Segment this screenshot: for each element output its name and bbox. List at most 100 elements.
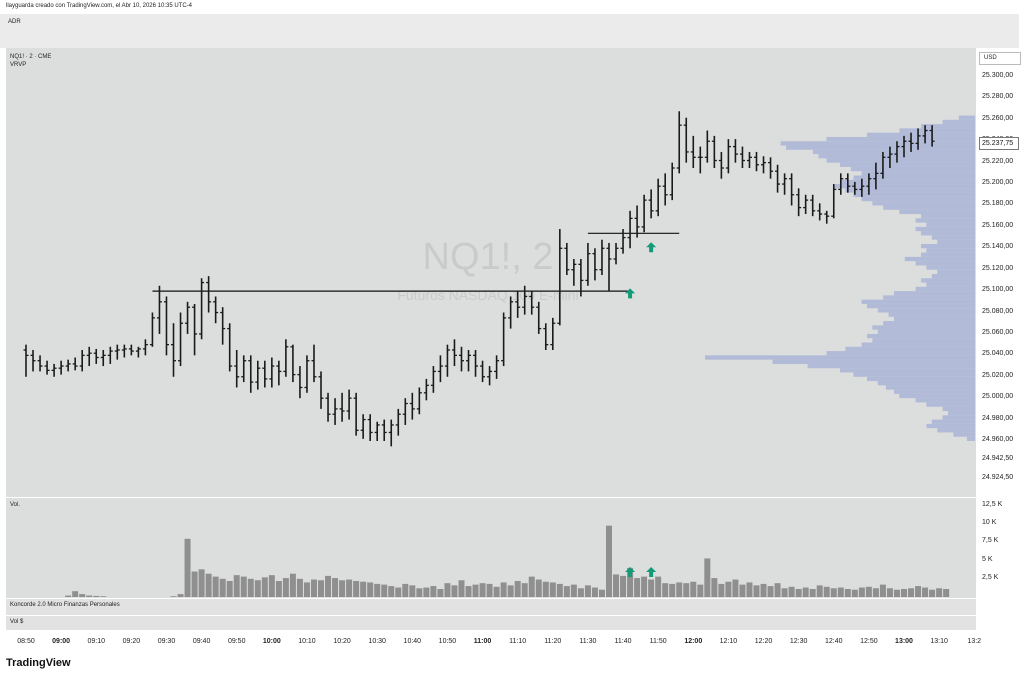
adr-pane: ADR <box>0 14 1019 48</box>
volume-bar <box>310 579 317 597</box>
volume-bar <box>486 583 493 597</box>
volume-bar <box>542 581 549 597</box>
volume-signal-arrow <box>625 567 636 577</box>
profile-bar <box>853 175 975 180</box>
profile-bar <box>845 188 975 193</box>
symbol-label[interactable]: NQ1! · 2 · CME <box>10 54 52 60</box>
volume-tick-label: 2,5 K <box>982 573 999 581</box>
profile-bar <box>942 119 975 125</box>
volume-bar <box>598 589 605 597</box>
time-axis[interactable] <box>0 630 1019 650</box>
watermark-symbol: NQ1!, 2 <box>422 236 554 278</box>
volume-bar <box>655 576 662 597</box>
price-tick-label: 25.140,00 <box>982 243 1014 251</box>
volume-bar <box>177 594 184 597</box>
vol-dollar-label[interactable]: Vol $ <box>10 619 24 625</box>
profile-bar <box>840 368 975 373</box>
profile-bar <box>915 286 975 292</box>
profile-bar <box>853 192 975 197</box>
volume-bar <box>641 576 648 597</box>
volume-bar <box>318 580 325 597</box>
volume-pane[interactable] <box>6 498 976 598</box>
volume-bar <box>381 584 388 597</box>
volume-bar <box>697 584 704 597</box>
volume-bar <box>929 589 936 597</box>
volume-bar <box>374 583 381 597</box>
time-tick-label: 11:00 <box>473 638 492 645</box>
profile-bar <box>845 346 975 352</box>
price-tick-label: 25.120,00 <box>982 264 1014 272</box>
time-tick-label: 09:30 <box>157 638 176 645</box>
profile-bar <box>915 261 975 266</box>
volume-bar <box>212 576 219 597</box>
profile-bar <box>813 149 975 155</box>
profile-bar <box>931 273 975 279</box>
vol-dollar-pane[interactable] <box>6 616 976 630</box>
time-tick-label: 12:10 <box>719 638 738 645</box>
volume-bar <box>893 589 900 597</box>
price-tick-label: 24.942,50 <box>982 454 1014 462</box>
profile-bar <box>937 239 975 245</box>
profile-bar <box>861 299 975 304</box>
volume-bar <box>65 595 72 597</box>
price-tick-label: 25.160,00 <box>982 221 1014 229</box>
time-tick-label: 10:20 <box>333 638 351 645</box>
buy-signal-arrow <box>625 288 636 299</box>
volume-bar <box>268 575 275 597</box>
volume-bar <box>886 588 893 597</box>
volume-bar <box>296 578 303 597</box>
time-tick-label: 12:40 <box>824 638 843 645</box>
volume-bar <box>669 583 676 597</box>
profile-bar <box>885 385 975 390</box>
profile-bar <box>877 381 975 386</box>
price-pane[interactable] <box>6 48 976 497</box>
indicator-label[interactable]: VRVP <box>10 62 27 68</box>
volume-bar <box>458 580 465 597</box>
time-tick-label: 09:00 <box>52 638 71 645</box>
volume-bar <box>613 574 620 597</box>
tradingview-logo[interactable]: TradingView <box>6 657 71 669</box>
volume-bar <box>465 586 472 597</box>
volume-axis[interactable] <box>977 498 1019 598</box>
profile-bar <box>899 209 975 215</box>
volume-bar <box>865 586 872 597</box>
volume-bar <box>915 586 922 597</box>
profile-bar <box>826 136 975 142</box>
volume-bar <box>444 583 451 597</box>
profile-bar <box>867 132 975 137</box>
volume-bar <box>479 583 486 597</box>
volume-bar <box>339 580 346 597</box>
volume-signal-arrow <box>646 567 657 577</box>
profile-bar <box>926 265 975 270</box>
price-tick-label: 24.924,50 <box>982 474 1014 481</box>
profile-bar <box>872 325 975 330</box>
price-axis[interactable] <box>977 48 1019 497</box>
profile-bar <box>861 196 975 202</box>
koncorde-label[interactable]: Koncorde 2.0 Micro Finanzas Personales <box>10 602 120 608</box>
volume-bar <box>72 591 79 597</box>
volume-bar <box>844 588 851 597</box>
volume-bar <box>395 587 402 597</box>
volume-bar <box>591 587 598 597</box>
volume-label[interactable]: Vol. <box>10 502 21 508</box>
volume-bar <box>732 579 739 597</box>
currency-button[interactable]: USD <box>979 52 1021 65</box>
volume-bar <box>528 576 535 597</box>
volume-bar <box>367 582 374 597</box>
volume-bar <box>704 558 711 597</box>
profile-bar <box>931 235 975 240</box>
time-tick-label: 09:10 <box>87 638 105 645</box>
koncorde-pane[interactable] <box>6 599 976 615</box>
volume-bar <box>402 583 409 597</box>
price-tick-label: 24.960,00 <box>982 436 1014 443</box>
profile-bar <box>826 158 975 163</box>
adr-label: ADR <box>8 19 21 25</box>
volume-bar <box>170 596 177 597</box>
volume-bar <box>830 588 837 597</box>
time-tick-label: 13:10 <box>930 638 948 645</box>
profile-bar <box>899 393 975 399</box>
price-tick-label: 25.100,00 <box>982 286 1014 294</box>
volume-bar <box>325 575 332 597</box>
volume-bar <box>690 581 697 597</box>
